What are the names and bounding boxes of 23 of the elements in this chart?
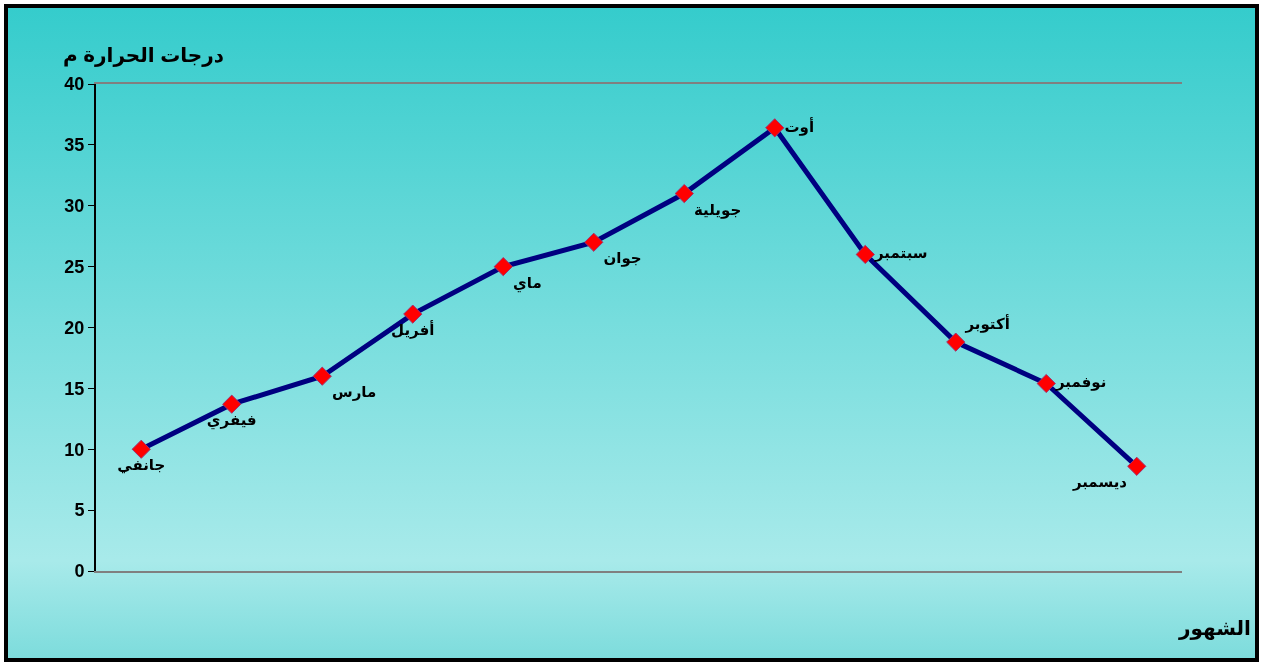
x-tick-label: جانفي xyxy=(117,456,166,475)
x-tick-label: نوفمبر xyxy=(1055,373,1107,392)
y-tick-label: 5 xyxy=(74,500,85,521)
x-axis-title: الشهور xyxy=(1178,617,1251,640)
x-tick-label: ماي xyxy=(513,273,542,293)
x-tick-label: جوان xyxy=(603,249,642,268)
y-tick-label: 25 xyxy=(64,256,85,277)
x-tick-label: مارس xyxy=(332,383,377,402)
x-tick-label: جويلية xyxy=(694,200,742,219)
x-tick-label: أفريل xyxy=(391,320,435,340)
x-tick-label: ديسمبر xyxy=(1071,473,1128,492)
y-tick-label: 0 xyxy=(74,561,85,582)
x-tick-label: أوت xyxy=(784,116,815,136)
y-tick-label: 30 xyxy=(64,196,85,217)
x-tick-label: أكتوبر xyxy=(964,313,1010,333)
y-tick-label: 10 xyxy=(64,439,85,460)
x-tick-label: سبتمبر xyxy=(874,244,928,263)
x-tick-label: فيفري xyxy=(206,411,257,431)
y-tick-label: 35 xyxy=(64,135,85,156)
y-tick-label: 40 xyxy=(64,74,85,95)
y-axis-title: درجات الحرارة م xyxy=(63,44,224,67)
y-tick-label: 20 xyxy=(64,317,85,338)
y-tick-label: 15 xyxy=(64,378,85,399)
